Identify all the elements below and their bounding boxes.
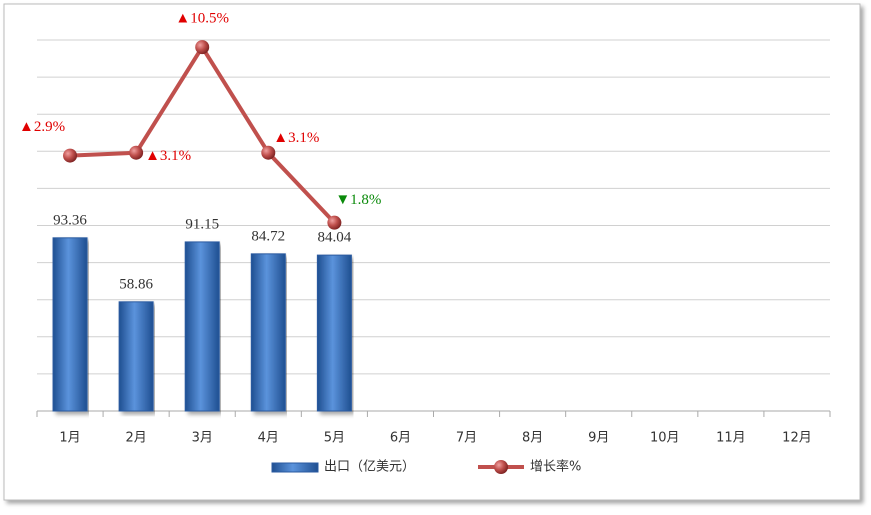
x-tick-label: 1月 [59, 431, 80, 446]
x-tick-label: 12月 [782, 431, 812, 446]
legend-label: 出口（亿美元） [324, 460, 415, 475]
line-point [261, 145, 276, 160]
bar-value-label: 58.86 [119, 276, 153, 292]
legend-swatch [494, 460, 508, 474]
legend-swatch [271, 462, 319, 473]
x-tick-label: 2月 [125, 431, 146, 446]
line-point [327, 215, 342, 230]
line-value-label: ▼1.8% [335, 192, 381, 208]
x-tick-label: 8月 [522, 431, 543, 446]
bar-value-label: 84.72 [251, 228, 285, 244]
bar [316, 254, 352, 412]
x-tick-label: 10月 [650, 431, 680, 446]
x-tick-label: 6月 [390, 431, 411, 446]
bar [250, 253, 286, 412]
bar-value-label: 84.04 [318, 230, 352, 246]
bar [118, 301, 154, 412]
x-tick-label: 9月 [588, 431, 609, 446]
x-tick-label: 11月 [716, 431, 746, 446]
x-tick-label: 5月 [324, 431, 345, 446]
line-point [129, 145, 144, 160]
x-tick-label: 7月 [456, 431, 477, 446]
x-tick-label: 3月 [192, 431, 213, 446]
bar [184, 241, 220, 412]
line-value-label: ▲3.1% [273, 130, 319, 146]
line-point [63, 148, 78, 163]
line-point [195, 40, 210, 55]
legend-label: 增长率% [530, 459, 581, 475]
bar [52, 237, 88, 412]
line-value-label: ▲2.9% [19, 119, 65, 135]
x-tick-label: 4月 [258, 431, 279, 446]
bar-value-label: 91.15 [185, 216, 219, 232]
line-value-label: ▲10.5% [175, 11, 229, 27]
bar-value-label: 93.36 [53, 212, 87, 228]
line-value-label: ▲3.1% [145, 148, 191, 164]
frame [3, 3, 861, 501]
